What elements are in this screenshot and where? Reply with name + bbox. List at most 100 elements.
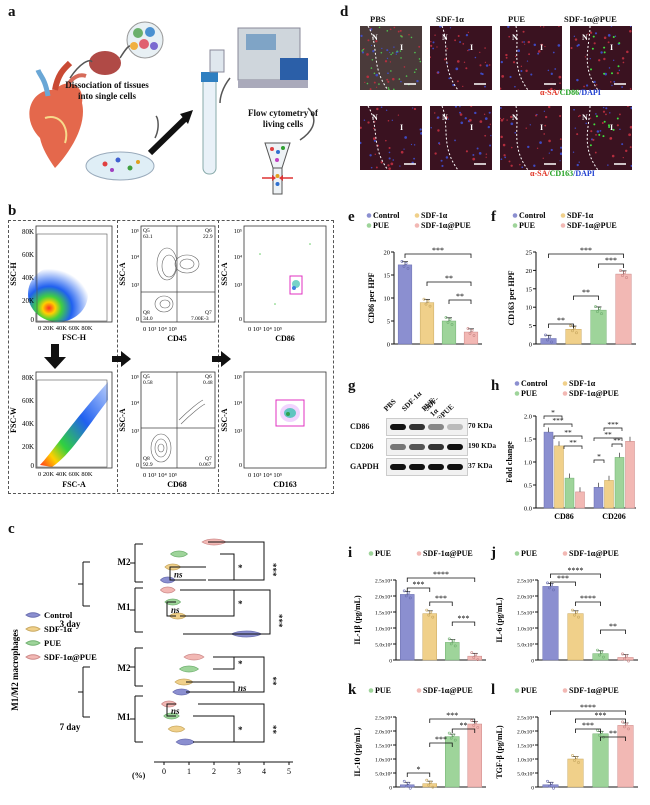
bar <box>441 320 457 345</box>
cell-dot <box>413 144 416 146</box>
axis-label: CD163 <box>273 480 297 489</box>
cell-dot <box>405 75 408 77</box>
data-point <box>625 654 628 658</box>
cell-dot <box>552 51 555 54</box>
cell-dot <box>390 53 392 56</box>
cell-dot <box>510 146 513 149</box>
sig-bracket <box>600 629 626 634</box>
data-point <box>550 781 553 785</box>
cell-dot <box>490 134 492 137</box>
legend-item: SDF-1α@PUE <box>562 549 619 558</box>
cell-dot <box>525 127 527 129</box>
data-point <box>627 727 630 731</box>
cell-dot <box>520 65 523 68</box>
data-point <box>550 340 553 344</box>
data-point <box>548 586 551 590</box>
cell-dot <box>557 44 561 47</box>
cell-dot <box>543 133 546 135</box>
sig-label: ** <box>564 428 572 437</box>
cell-dot <box>607 164 609 166</box>
cell-dot <box>391 52 394 54</box>
sig-label: ** <box>268 725 278 735</box>
cell-dot <box>389 51 391 54</box>
data-point <box>598 653 601 657</box>
x-tick-label: 1 <box>187 767 191 776</box>
cell-dot <box>618 42 621 45</box>
cell-dot <box>559 82 561 84</box>
sig-bracket <box>598 263 624 268</box>
cell-dot <box>370 67 373 69</box>
y-tick-label: 0 <box>531 786 534 792</box>
cell-dot <box>621 57 625 60</box>
cell-dot <box>605 107 608 110</box>
zone-label: I <box>470 123 473 132</box>
cell-dot <box>375 86 378 88</box>
panel-label-a: a <box>8 4 16 20</box>
legend-label: Control <box>375 546 402 548</box>
cell-dot <box>433 112 436 114</box>
sig-bracket <box>575 728 601 733</box>
stain-legend-cd86: α-SA/CD86/DAPI <box>540 88 601 97</box>
cell-dot <box>367 121 370 124</box>
axis-label: SSC-H <box>10 261 18 285</box>
data-point <box>472 334 476 337</box>
data-point <box>544 333 547 337</box>
cell-dot <box>410 143 413 146</box>
sig-label: **** <box>433 570 449 579</box>
cell-dot <box>441 164 444 168</box>
violin <box>183 653 205 661</box>
y-tick-label: 2.5x10⁴ <box>375 716 392 722</box>
quadrant-value: 0.48 <box>203 380 213 386</box>
axis-label: M1/M2 macrophages <box>10 629 20 711</box>
data-point <box>575 610 578 614</box>
cell-dot <box>363 119 366 121</box>
cell-dot <box>437 71 440 74</box>
legend-marker <box>562 551 568 556</box>
cell-dot <box>500 158 503 161</box>
data-point <box>451 639 455 643</box>
data-point <box>600 312 603 316</box>
group-label: M2 <box>118 663 131 673</box>
cell-dot <box>401 35 403 38</box>
legend-label: PUE <box>521 686 537 695</box>
tick: 0 10³ 10⁴ 10⁵ <box>248 472 282 479</box>
data-point <box>598 307 601 311</box>
y-tick-label: 5.0x10³ <box>375 772 392 778</box>
quadrant-label: Q7 <box>205 310 212 316</box>
legend-label: PUE <box>375 686 391 695</box>
cell-dot <box>483 113 486 115</box>
data-point <box>470 329 474 332</box>
cell-dot <box>484 85 486 88</box>
cell-dot <box>388 157 391 160</box>
bar <box>422 613 437 661</box>
cell-dot <box>500 60 503 64</box>
sig-bracket <box>186 681 235 693</box>
flow-plot-cd45: 10⁵ 10⁴ 10³ 0 0 10³ 10⁴ 10⁵ CD45 SSC-A Q… <box>119 225 216 342</box>
wb-kda: 190 KDa <box>468 441 497 450</box>
quadrant-label: Q5 <box>143 228 150 234</box>
cell-dot <box>603 36 607 39</box>
legend-item: Control <box>521 546 548 548</box>
y-tick-label: 0 <box>531 659 534 665</box>
data-point <box>446 321 450 324</box>
cell-dot <box>573 35 576 38</box>
y-tick-label: 0 <box>529 342 532 349</box>
y-tick-label: 2.0x10⁴ <box>517 595 534 601</box>
cell-dot <box>538 50 541 53</box>
cell-dot <box>617 65 620 68</box>
tick: 10³ <box>131 283 139 289</box>
cell-dot <box>375 39 378 43</box>
quadrant-label: Q8 <box>143 310 150 316</box>
cell-dot <box>542 157 544 159</box>
cell-dot <box>443 58 447 61</box>
y-tick-label: 1.5x10⁴ <box>517 611 534 617</box>
data-point <box>546 338 549 342</box>
cell-dot <box>520 69 523 73</box>
cell-dot <box>465 150 468 153</box>
y-axis-label: IL-6 (pg/mL) <box>495 597 504 642</box>
data-point <box>427 783 431 787</box>
cell-dot <box>559 138 562 141</box>
cell-dot <box>528 53 530 56</box>
cell-dot <box>476 147 479 150</box>
